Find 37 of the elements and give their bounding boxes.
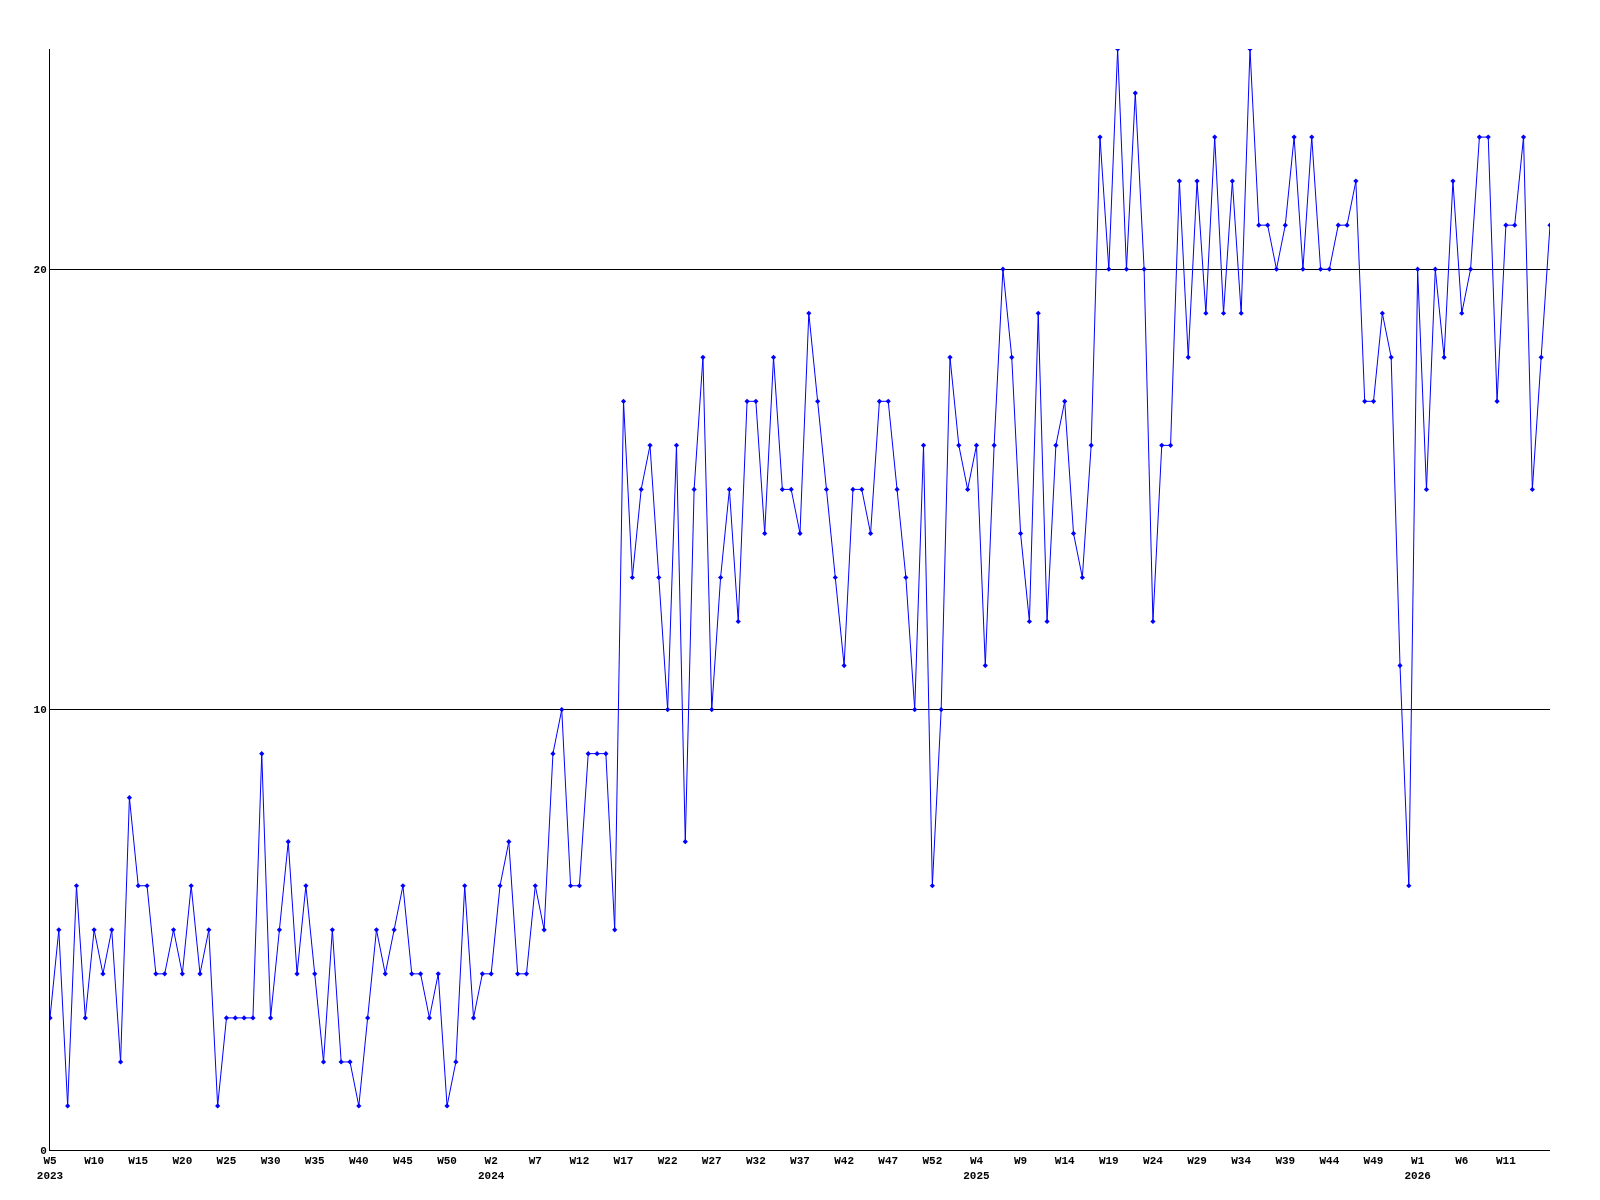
x-tick-label: W30 xyxy=(260,1155,281,1168)
x-tick-label: W42 xyxy=(834,1155,855,1168)
x-tick-label: W49 xyxy=(1363,1155,1384,1168)
x-tick-label: W29 xyxy=(1187,1155,1207,1168)
x-tick-label: W1 2026 xyxy=(1404,1155,1431,1182)
x-tick-label: W32 xyxy=(745,1155,766,1168)
x-tick-label: W35 xyxy=(304,1155,326,1168)
x-tick-label: W37 xyxy=(790,1155,810,1168)
x-tick-label: W24 xyxy=(1143,1155,1164,1168)
y-tick-label: 0 xyxy=(40,1144,47,1157)
x-tick-label: W19 xyxy=(1098,1155,1119,1168)
y-tick-label: 20 xyxy=(33,264,47,277)
x-tick-label: W22 xyxy=(657,1155,678,1168)
x-tick-label: W45 xyxy=(393,1155,414,1168)
x-tick-label: W20 xyxy=(172,1155,193,1168)
x-tick-label: W34 xyxy=(1231,1155,1252,1168)
x-tick-label: W52 xyxy=(922,1155,943,1168)
x-tick-label: W14 xyxy=(1054,1155,1076,1168)
x-tick-label: W40 xyxy=(348,1155,369,1168)
x-tick-label: W11 xyxy=(1495,1155,1517,1168)
x-tick-label: W50 xyxy=(437,1155,457,1168)
x-tick-label: W44 xyxy=(1319,1155,1340,1168)
x-tick-label: W5 2023 xyxy=(36,1155,64,1182)
x-tick-label: W6 xyxy=(1455,1155,1469,1168)
x-tick-label: W15 xyxy=(128,1155,149,1168)
x-tick-label: W25 xyxy=(216,1155,237,1168)
x-tick-label: W27 xyxy=(701,1155,722,1168)
x-tick-label: W17 xyxy=(613,1155,634,1168)
x-tick-label: W9 xyxy=(1013,1155,1028,1168)
x-tick-label: W12 xyxy=(569,1155,590,1168)
x-tick-label: W39 xyxy=(1275,1155,1296,1168)
x-tick-label: W7 xyxy=(528,1155,542,1168)
x-tick-label: W2 2024 xyxy=(477,1155,505,1182)
x-tick-label: W10 xyxy=(84,1155,105,1168)
x-tick-label: W47 xyxy=(878,1155,899,1168)
x-tick-label: W4 2025 xyxy=(963,1155,991,1182)
y-tick-label: 10 xyxy=(33,704,47,717)
